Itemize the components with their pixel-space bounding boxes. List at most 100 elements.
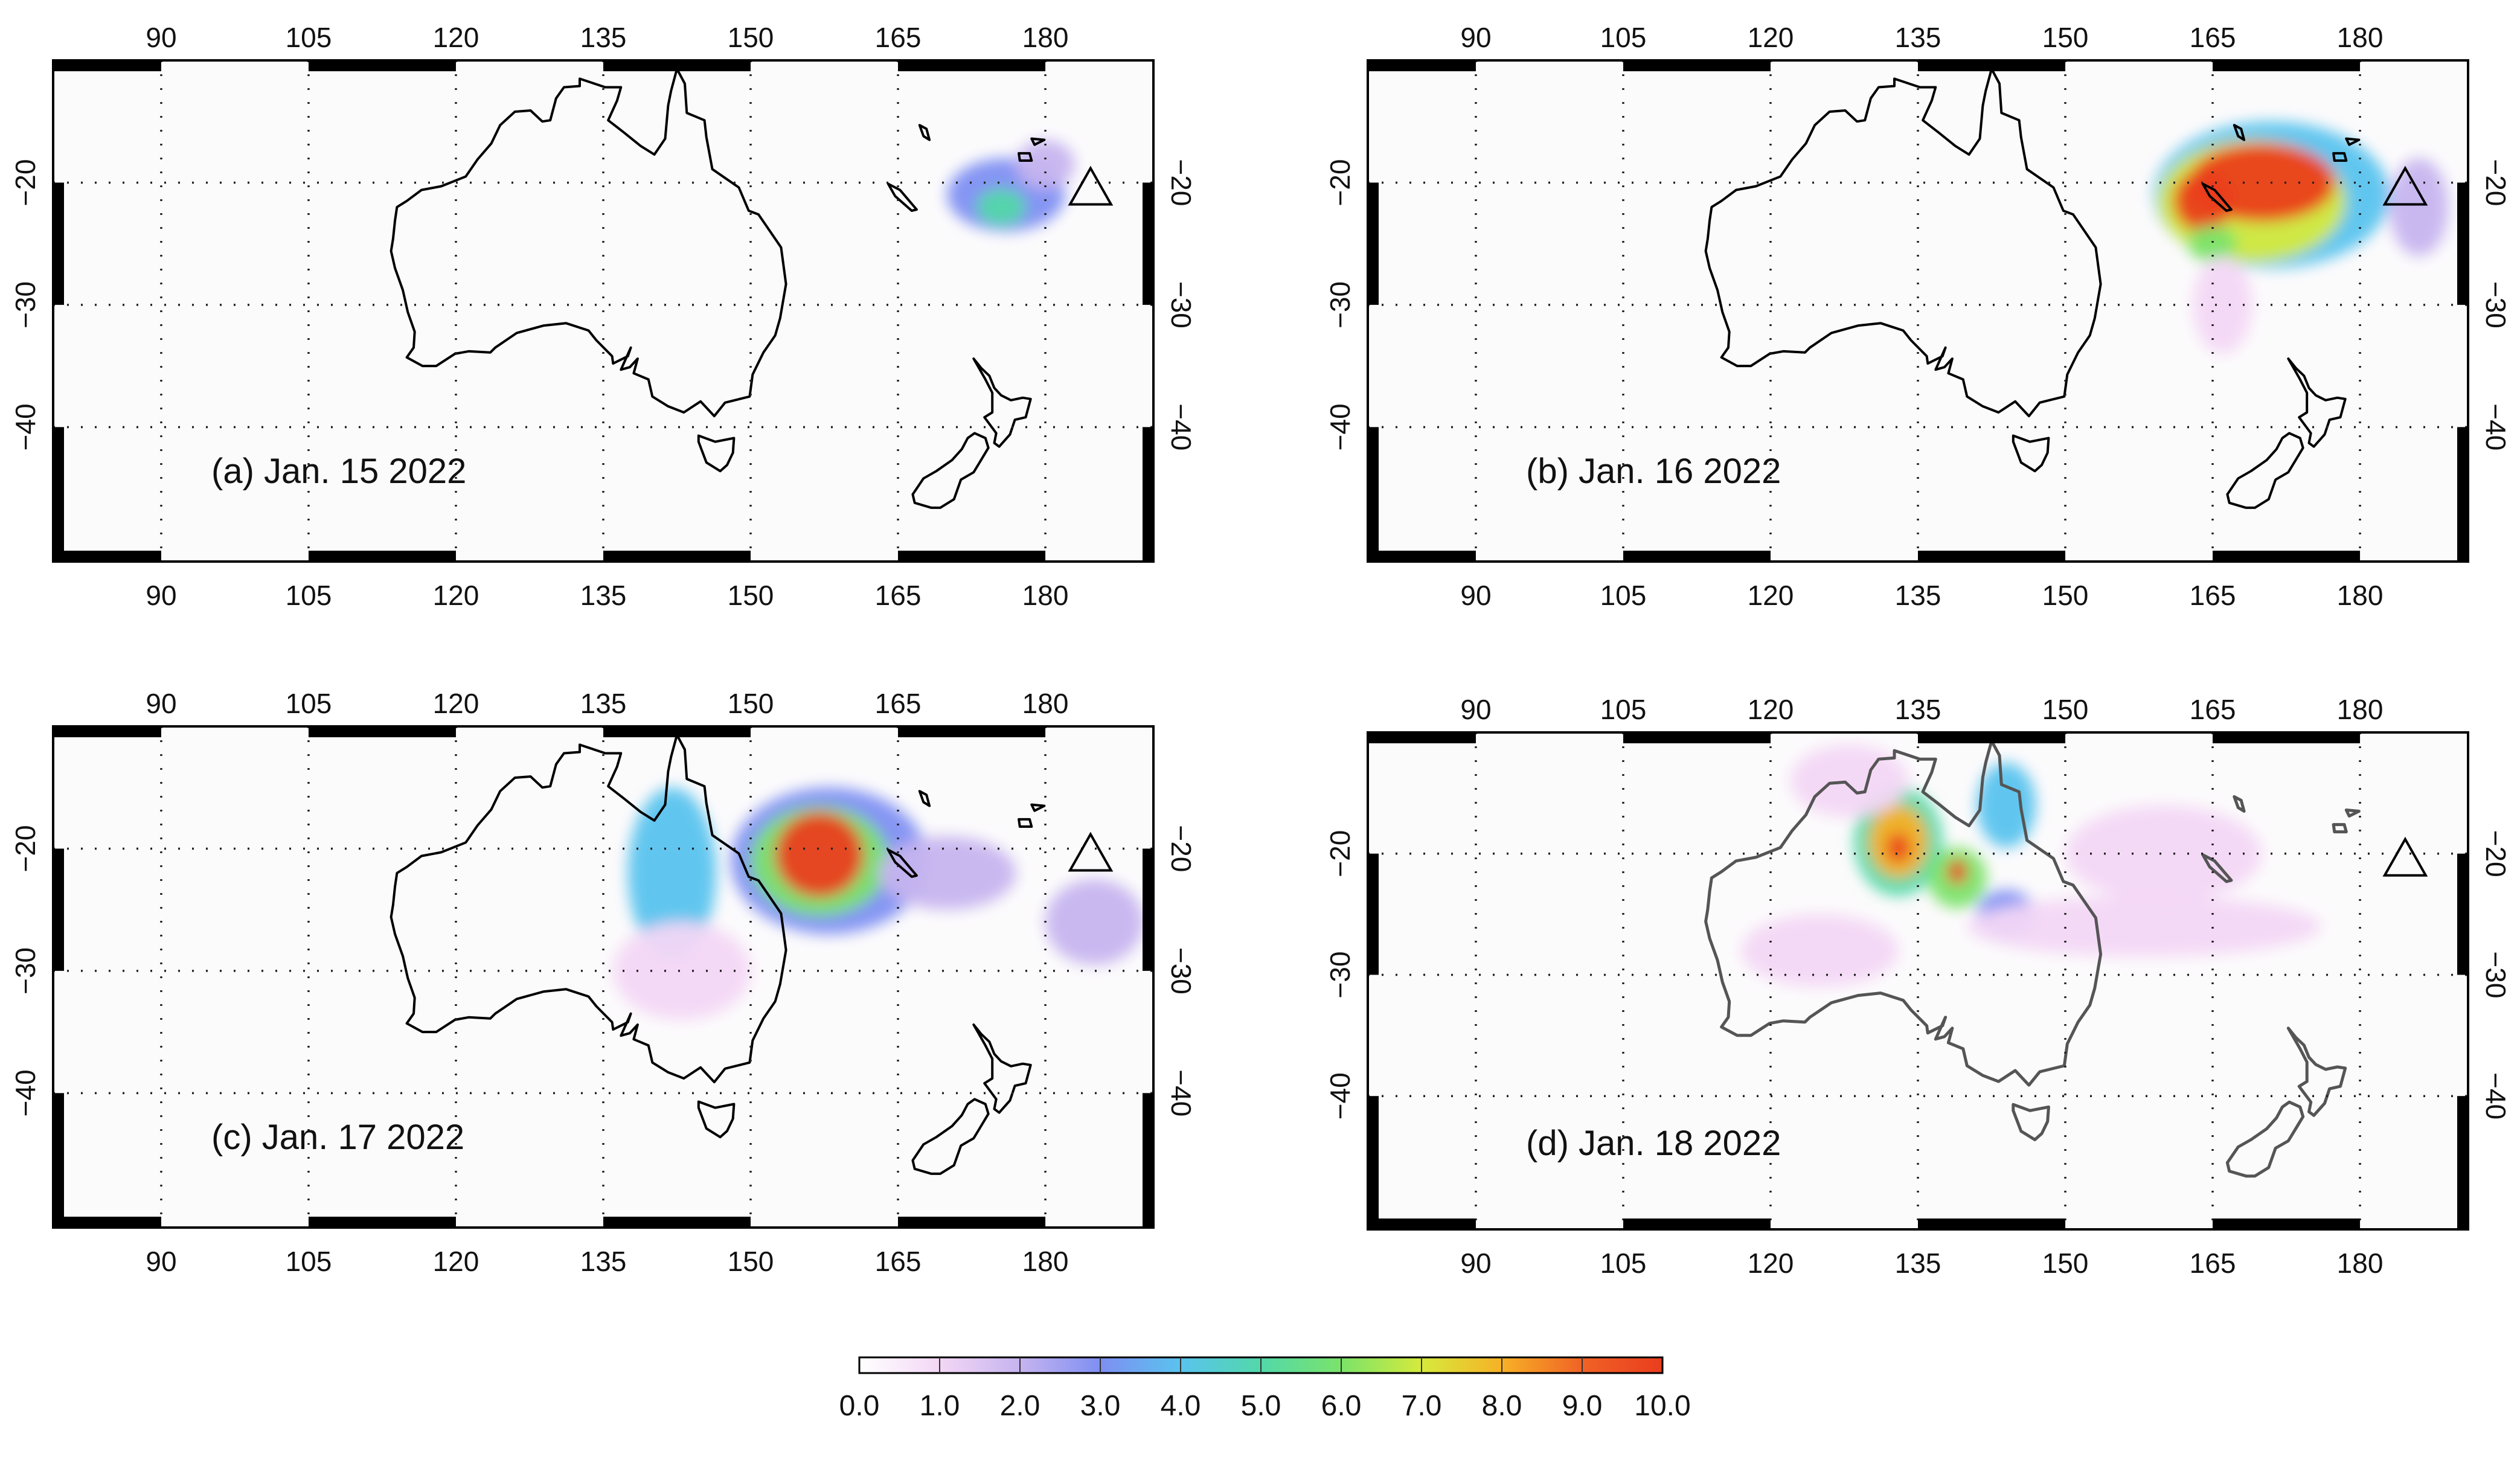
colorbar-ticks: 0.0 1.0 2.0 3.0 4.0 5.0 6.0 7.0 8.0 9.0 10.0 (839, 1357, 1691, 1422)
lon-tick-label-top: 150 (2042, 22, 2089, 53)
lon-tick-label-top: 90 (146, 688, 176, 719)
plume-blob (976, 188, 1026, 226)
lon-tick-label-top: 165 (875, 22, 922, 53)
colorbar-tick-label: 2.0 (1000, 1390, 1040, 1422)
coastline-island (2201, 853, 2233, 883)
plume-blob (775, 812, 864, 898)
plume-blob (1790, 745, 1908, 818)
coastline-island (886, 848, 918, 878)
plume-blob (2389, 158, 2449, 256)
coastline-island (2153, 708, 2173, 730)
coastline-island (918, 124, 931, 141)
coastline-island (1018, 818, 1033, 828)
lon-tick-label-bottom: 150 (2042, 1247, 2089, 1279)
lat-tick-label-right: −20 (1165, 825, 1197, 872)
lon-tick-label-top: 180 (1022, 688, 1069, 719)
coastline-australia (1704, 739, 2103, 1087)
coastline-island (1030, 803, 1046, 812)
lat-tick-label-left: −20 (1324, 159, 1356, 206)
panel-date-label: (b) Jan. 16 2022 (1526, 452, 1781, 491)
volcano-triangle-marker (1068, 831, 1114, 872)
lon-tick-label-bottom: 135 (580, 1246, 627, 1277)
coastline-nz-south (2225, 1100, 2305, 1178)
lon-tick-label-bottom: 120 (433, 580, 479, 611)
panel-date-label: (d) Jan. 18 2022 (1526, 1124, 1781, 1163)
lat-tick-label-right: −20 (2480, 830, 2512, 877)
lat-tick-label-left: −20 (10, 159, 41, 206)
coastline-australia (390, 68, 787, 418)
volcano-triangle-marker (2382, 165, 2428, 206)
lon-tick-label-top: 120 (1748, 694, 1794, 725)
plume-blob (878, 836, 1016, 910)
coastline-island (2345, 137, 2361, 146)
lon-tick-label-top: 165 (2190, 694, 2236, 725)
lon-tick-label-top: 135 (1895, 22, 1941, 53)
lon-tick-label-bottom: 165 (2190, 1247, 2236, 1279)
colorbar-tick-label: 10.0 (1634, 1390, 1690, 1422)
map-panels: 90 90 105 105 120 120 135 135 150 150 165 165 180 180… (10, 22, 2512, 1279)
map-panel-b: 90 90 105 105 120 120 135 135 150 150 165 165 180 180… (1324, 22, 2512, 611)
lat-tick-label-right: −40 (1165, 1069, 1197, 1116)
lon-tick-label-top: 120 (1748, 22, 1794, 53)
lat-tick-label-left: −40 (10, 403, 41, 450)
coastline-nz-south (911, 1098, 990, 1175)
lon-tick-label-bottom: 105 (286, 1246, 332, 1277)
lon-tick-label-bottom: 165 (875, 1246, 922, 1277)
map-panel-c: 90 90 105 105 120 120 135 135 150 150 165 165 180 180… (10, 688, 1197, 1277)
lon-tick-label-top: 105 (286, 22, 332, 53)
coastline-nz-south (2226, 432, 2304, 509)
lat-tick-label-right: −20 (1165, 159, 1197, 206)
lon-tick-label-bottom: 180 (1022, 580, 1069, 611)
colorbar-tick-label: 0.0 (839, 1390, 880, 1422)
lon-tick-label-bottom: 135 (580, 580, 627, 611)
lon-tick-label-top: 165 (2190, 22, 2236, 53)
lon-tick-label-top: 180 (1022, 22, 1069, 53)
gridlines (53, 60, 1153, 562)
coastlines (390, 36, 1046, 509)
plume-layer (947, 139, 1075, 232)
plume-blob (2193, 255, 2252, 354)
coastline-island (2233, 795, 2246, 813)
lon-tick-label-bottom: 150 (728, 1246, 774, 1277)
lon-tick-label-top: 150 (728, 688, 774, 719)
lat-tick-label-left: −20 (10, 825, 41, 872)
colorbar: 0.0 1.0 2.0 3.0 4.0 5.0 6.0 7.0 8.0 9.0 10.0 (839, 1356, 1691, 1422)
plume-blob (627, 787, 717, 959)
lat-tick-label-left: −40 (1324, 1072, 1356, 1119)
lon-tick-label-top: 90 (1460, 694, 1491, 725)
coastline-nz-north (2287, 357, 2347, 448)
map-panel-d: 90 90 105 105 120 120 135 135 150 150 165 165 180 180… (1324, 694, 2512, 1279)
coastline-island (2344, 809, 2361, 818)
gridlines (1368, 732, 2468, 1229)
lat-tick-label-left: −20 (1324, 830, 1356, 877)
lon-tick-label-bottom: 105 (1600, 1247, 1647, 1279)
coastline-island (2332, 152, 2348, 162)
coastline-island (918, 790, 931, 807)
coastlines (1704, 68, 2361, 509)
gridlines (1368, 60, 2468, 562)
lon-tick-label-bottom: 120 (1748, 1247, 1794, 1279)
lon-tick-label-bottom: 120 (1748, 580, 1794, 611)
lon-tick-label-top: 135 (580, 688, 627, 719)
coastline-nz-south (911, 432, 990, 509)
coastline-island (1018, 152, 1033, 162)
lat-tick-label-right: −30 (2480, 951, 2512, 998)
coastline-tasmania (697, 1100, 736, 1139)
lon-tick-label-bottom: 180 (1022, 1246, 1069, 1277)
lat-tick-label-right: −20 (2480, 159, 2512, 206)
colorbar-tick-label: 4.0 (1161, 1390, 1201, 1422)
colorbar-tick-label: 3.0 (1080, 1390, 1121, 1422)
coastline-island (839, 36, 859, 59)
lon-tick-label-top: 120 (433, 22, 479, 53)
lat-tick-label-right: −40 (2480, 403, 2512, 450)
lat-tick-label-left: −30 (1324, 951, 1356, 998)
lon-tick-label-bottom: 105 (1600, 580, 1647, 611)
plume-blob (1967, 895, 2321, 957)
volcano-triangle-marker (2382, 836, 2428, 877)
coastline-nz-north (972, 1023, 1032, 1114)
plume-blob (1741, 914, 1899, 987)
plume-layer (1741, 745, 2321, 987)
lat-tick-label-right: −40 (2480, 1072, 2512, 1119)
colorbar-tick-label: 6.0 (1321, 1390, 1362, 1422)
coastline-island (886, 182, 918, 212)
